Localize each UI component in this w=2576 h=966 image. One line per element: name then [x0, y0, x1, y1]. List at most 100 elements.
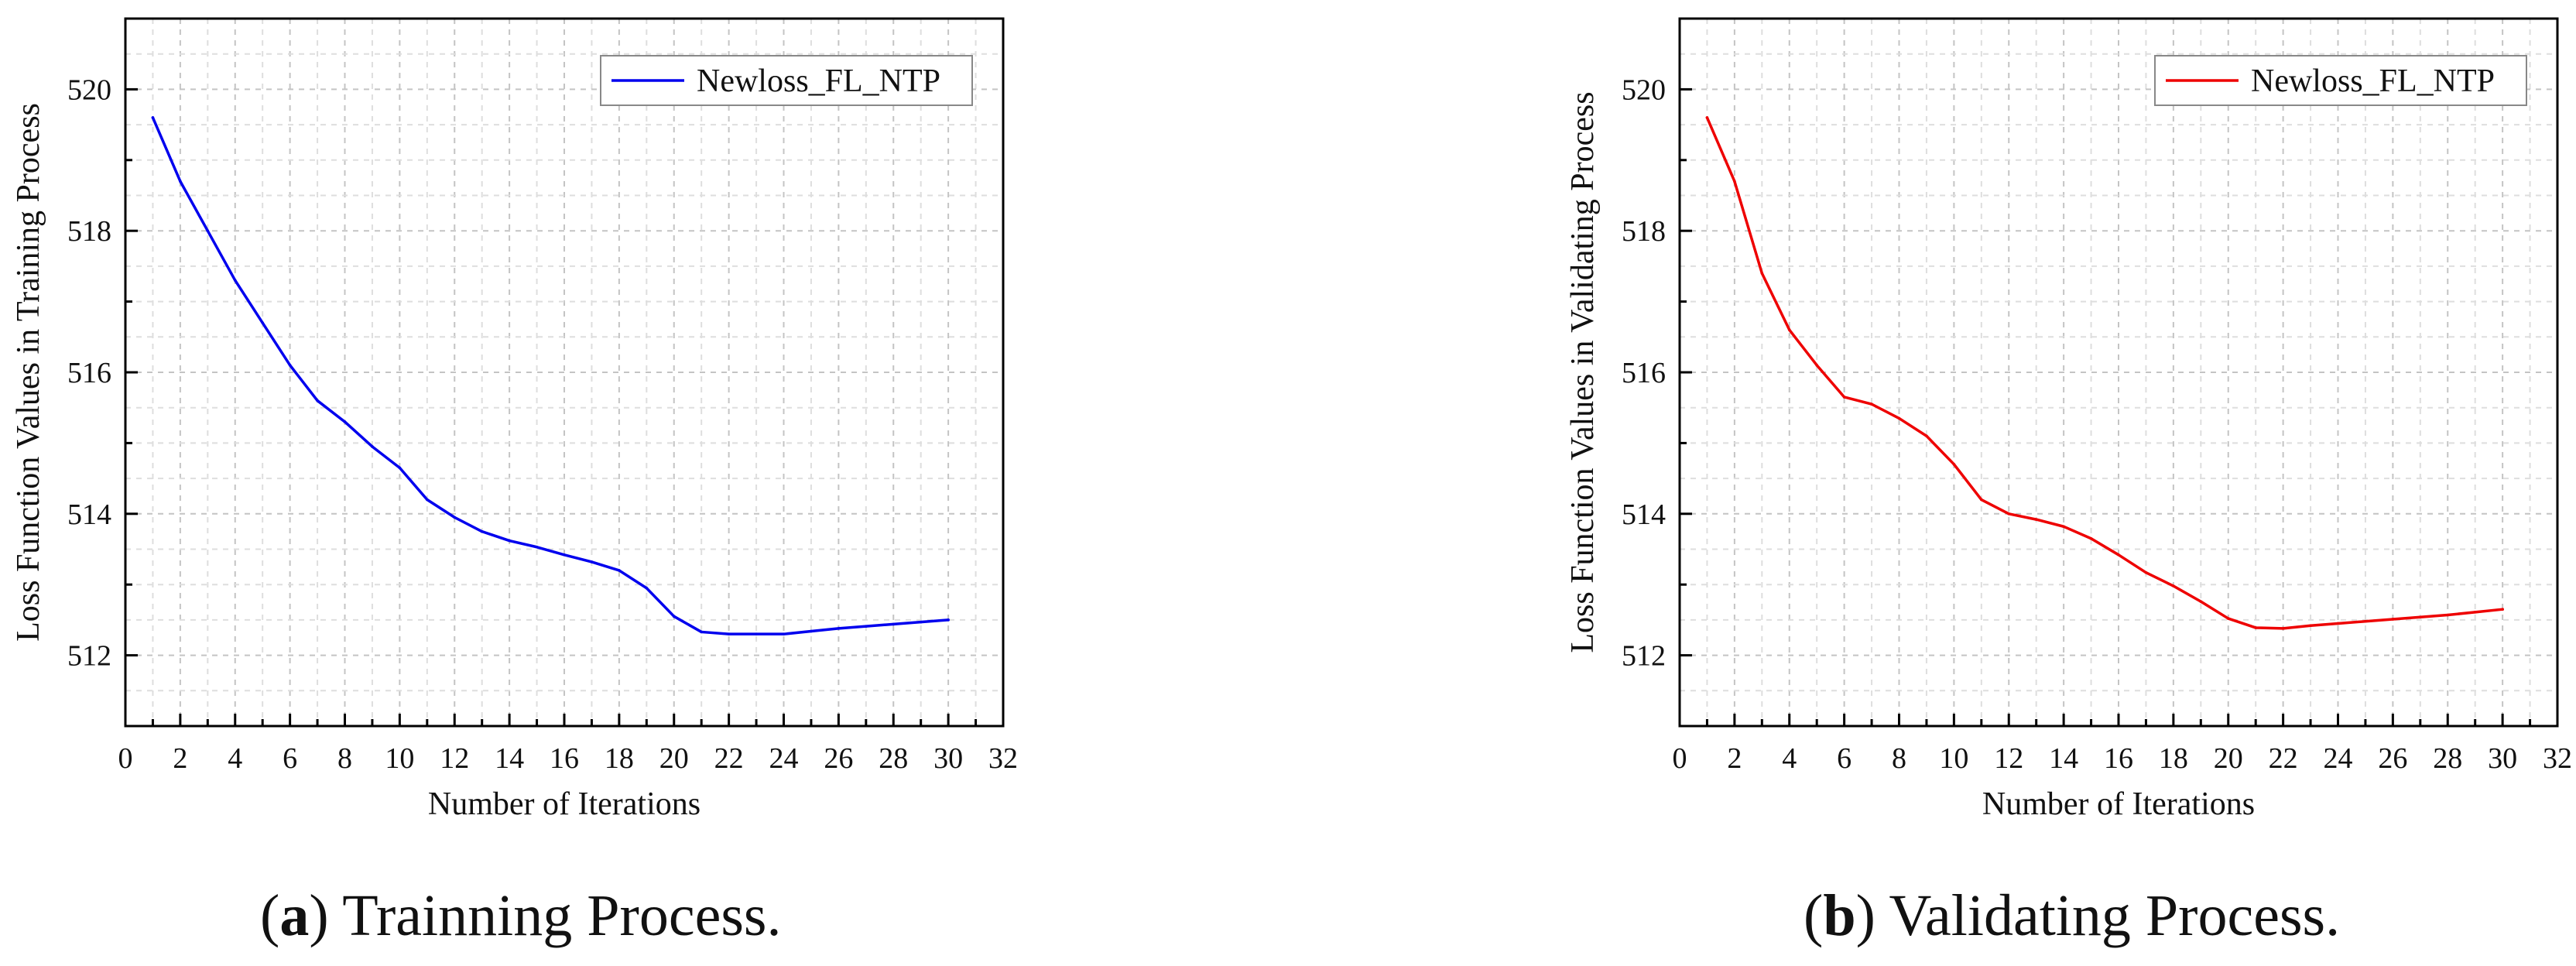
data-point [2034, 518, 2038, 521]
data-point [2117, 553, 2120, 557]
y-tick-label: 518 [1622, 215, 1666, 248]
data-point [2419, 615, 2422, 619]
data-point [755, 632, 758, 635]
series-line-a-0 [151, 116, 950, 635]
series-line-b-0 [1705, 116, 2504, 630]
x-tick-label: 26 [2378, 742, 2407, 775]
x-tick-label: 6 [1837, 742, 1852, 775]
data-point [1760, 272, 1764, 275]
x-tick-label: 2 [173, 742, 187, 775]
x-axis-label: Number of Iterations [428, 786, 701, 822]
x-tick-label: 6 [283, 742, 297, 775]
data-point [590, 560, 594, 564]
x-tick-label: 10 [1939, 742, 1968, 775]
x-tick-label: 20 [2214, 742, 2243, 775]
x-tick-label: 12 [1994, 742, 2023, 775]
data-point [645, 586, 649, 590]
x-tick-label: 12 [440, 742, 469, 775]
data-point [233, 279, 237, 282]
data-point [1980, 498, 1983, 502]
x-tick-label: 20 [659, 742, 689, 775]
data-point [316, 399, 319, 402]
data-point [426, 498, 429, 502]
x-tick-label: 4 [228, 742, 242, 775]
data-point [1842, 396, 1846, 399]
data-point [865, 625, 868, 628]
data-point [782, 632, 786, 635]
data-point [2501, 608, 2504, 611]
data-point [810, 629, 813, 633]
y-axis-label: Loss Function Values in Training Process [11, 103, 46, 642]
data-point [206, 229, 210, 233]
data-point [1952, 463, 1956, 466]
data-point [947, 618, 950, 622]
data-point [288, 364, 292, 367]
data-point [2007, 512, 2011, 516]
data-point [892, 622, 896, 626]
data-point [1897, 416, 1901, 420]
legend-label: Newloss_FL_NTP [2251, 63, 2495, 99]
y-tick-label: 512 [1622, 640, 1666, 673]
data-point [2144, 570, 2148, 574]
y-tick-label: 520 [67, 74, 111, 106]
data-point [919, 620, 923, 624]
data-point [1925, 434, 1928, 438]
data-point [343, 420, 347, 423]
caption-b: (b) Validating Process. [1804, 883, 2341, 948]
data-point [2089, 536, 2093, 540]
x-tick-label: 16 [2104, 742, 2133, 775]
data-point [179, 180, 182, 183]
data-point [2473, 611, 2477, 614]
data-point [1815, 364, 1818, 367]
data-point [727, 632, 731, 635]
data-point [2364, 619, 2367, 623]
x-tick-label: 22 [714, 742, 744, 775]
x-tick-label: 0 [118, 742, 133, 775]
y-tick-label: 520 [1622, 74, 1666, 106]
legend-label: Newloss_FL_NTP [697, 63, 940, 99]
data-point [563, 553, 566, 557]
y-tick-label: 516 [1622, 357, 1666, 389]
data-point [1787, 328, 1791, 331]
data-point [672, 615, 676, 618]
y-tick-label: 514 [67, 498, 111, 531]
data-point [371, 445, 374, 448]
data-point [535, 545, 539, 549]
x-tick-label: 24 [2324, 742, 2353, 775]
data-point [2281, 627, 2285, 630]
x-tick-label: 22 [2269, 742, 2298, 775]
x-tick-label: 24 [769, 742, 799, 775]
y-tick-label: 516 [67, 357, 111, 389]
x-tick-label: 32 [988, 742, 1018, 775]
data-point [453, 516, 457, 519]
x-tick-label: 18 [2159, 742, 2188, 775]
x-tick-label: 18 [605, 742, 634, 775]
x-tick-label: 14 [2049, 742, 2078, 775]
caption-a-letter: a [279, 883, 310, 948]
x-tick-label: 2 [1727, 742, 1742, 775]
data-point [700, 630, 703, 634]
data-point [1870, 402, 1873, 406]
x-tick-label: 28 [2433, 742, 2462, 775]
data-point [2336, 622, 2340, 625]
data-point [2062, 525, 2065, 529]
x-tick-label: 14 [495, 742, 524, 775]
data-point [261, 321, 264, 324]
data-point [398, 466, 402, 470]
x-tick-label: 8 [1892, 742, 1906, 775]
data-point [2226, 617, 2230, 620]
data-point [480, 529, 484, 533]
x-tick-label: 30 [2488, 742, 2517, 775]
data-point [2254, 626, 2257, 629]
data-point [2199, 600, 2203, 603]
chart-panel-b: 0 2 4 6 8 10 12 14 16 18 20 22 24 26 28 30 3251251451651… [1565, 17, 2572, 822]
y-tick-label: 518 [67, 215, 111, 248]
x-tick-label: 32 [2543, 742, 2572, 775]
data-point [151, 116, 155, 119]
y-tick-label: 512 [67, 640, 111, 673]
x-axis-label: Number of Iterations [1982, 786, 2255, 822]
data-point [837, 627, 841, 630]
data-point [2309, 624, 2312, 628]
x-tick-label: 16 [550, 742, 579, 775]
